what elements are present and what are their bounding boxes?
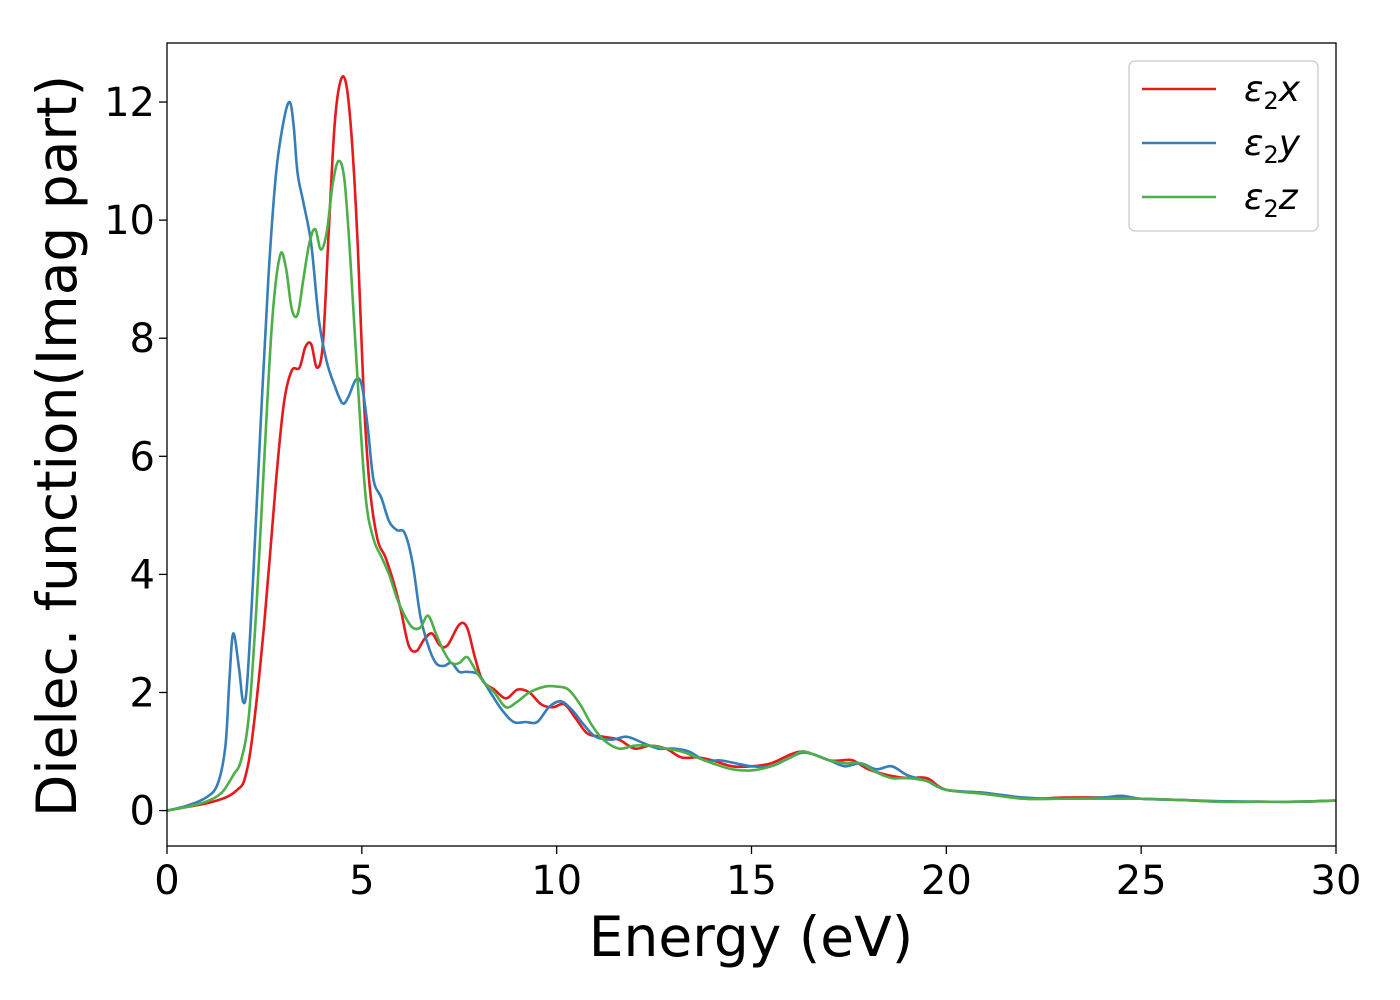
y-tick-label: 12 bbox=[104, 80, 155, 126]
x-axis-ticks: 0 5 10 15 20 25 30 bbox=[154, 846, 1361, 904]
legend-label-y: ε2y bbox=[1244, 123, 1301, 169]
series-group bbox=[167, 75, 1336, 812]
y-axis-ticks: 0 2 4 6 8 10 12 bbox=[104, 80, 167, 835]
legend-label-z: ε2z bbox=[1244, 177, 1299, 223]
x-tick-label: 20 bbox=[921, 858, 972, 904]
x-tick-label: 5 bbox=[349, 858, 374, 904]
y-tick-label: 6 bbox=[130, 434, 155, 480]
series-line-z bbox=[167, 159, 1336, 812]
x-axis-label: Energy (eV) bbox=[589, 905, 913, 969]
x-tick-label: 30 bbox=[1311, 858, 1362, 904]
legend: ε2x ε2y ε2z bbox=[1128, 60, 1319, 232]
y-tick-label: 8 bbox=[130, 316, 155, 362]
x-tick-label: 0 bbox=[154, 858, 179, 904]
x-tick-label: 15 bbox=[726, 858, 777, 904]
y-axis-label: Dielec. function(Imag part) bbox=[25, 75, 89, 817]
legend-box bbox=[1128, 60, 1319, 232]
legend-label-x: ε2x bbox=[1244, 69, 1301, 115]
y-tick-label: 0 bbox=[130, 789, 155, 835]
y-tick-label: 10 bbox=[104, 198, 155, 244]
x-tick-label: 25 bbox=[1116, 858, 1167, 904]
x-tick-label: 10 bbox=[531, 858, 582, 904]
y-tick-label: 2 bbox=[130, 670, 155, 716]
y-tick-label: 4 bbox=[130, 552, 155, 598]
